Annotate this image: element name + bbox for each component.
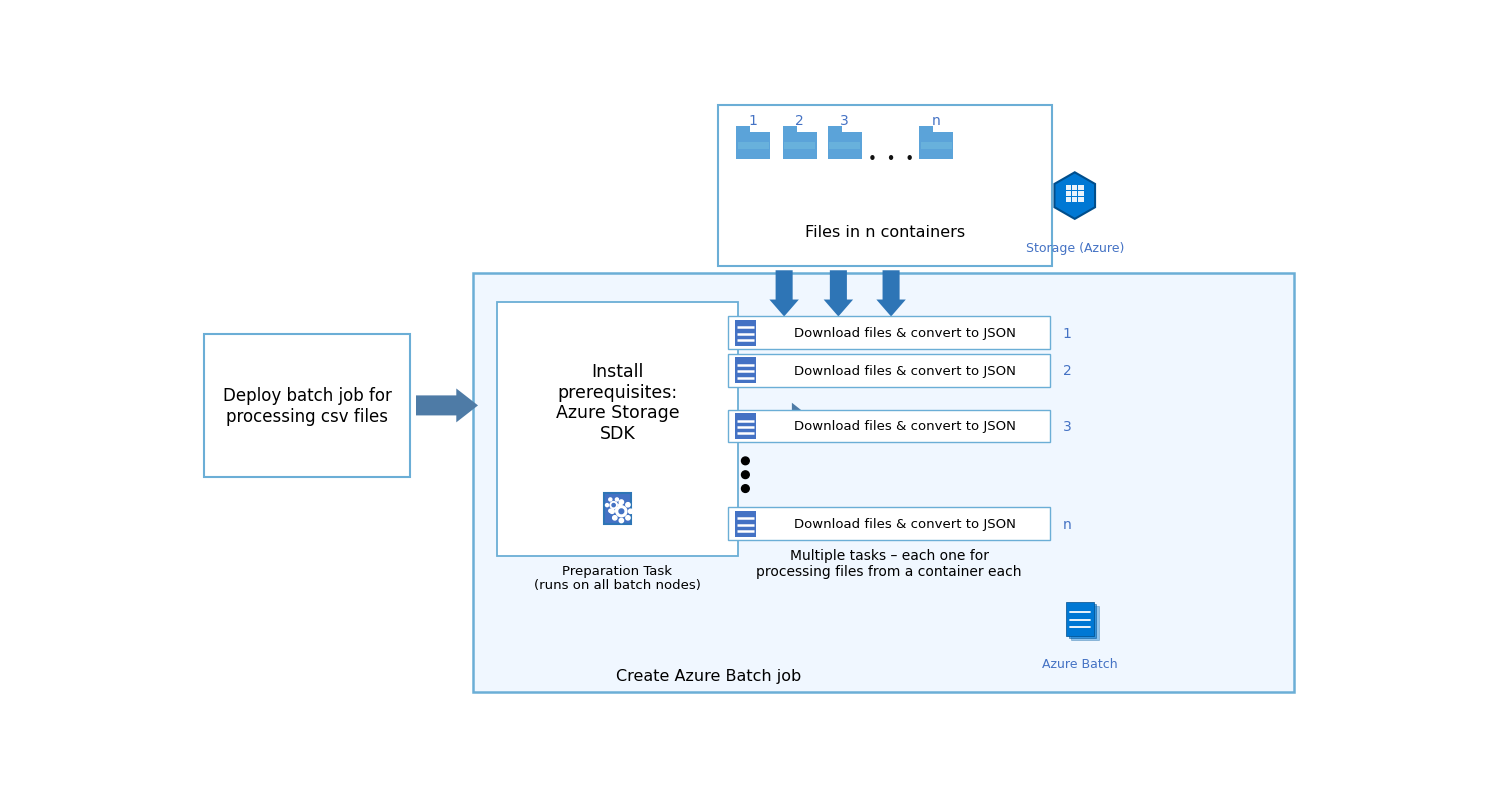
Polygon shape	[877, 271, 905, 317]
FancyBboxPatch shape	[1072, 191, 1078, 197]
FancyBboxPatch shape	[1066, 602, 1094, 636]
Text: Download files & convert to JSON: Download files & convert to JSON	[793, 365, 1016, 377]
FancyBboxPatch shape	[920, 143, 952, 150]
Polygon shape	[823, 271, 853, 317]
Circle shape	[610, 509, 615, 514]
FancyBboxPatch shape	[782, 127, 797, 133]
Circle shape	[609, 510, 612, 512]
Circle shape	[609, 499, 612, 501]
FancyBboxPatch shape	[718, 105, 1051, 267]
Circle shape	[612, 504, 615, 507]
FancyBboxPatch shape	[735, 511, 755, 537]
Circle shape	[625, 516, 630, 520]
FancyBboxPatch shape	[1066, 185, 1072, 191]
Text: Download files & convert to JSON: Download files & convert to JSON	[793, 327, 1016, 340]
Circle shape	[619, 519, 624, 523]
FancyBboxPatch shape	[782, 133, 817, 160]
FancyBboxPatch shape	[827, 133, 862, 160]
FancyBboxPatch shape	[729, 355, 1049, 387]
FancyBboxPatch shape	[729, 507, 1049, 540]
Polygon shape	[615, 506, 628, 518]
FancyBboxPatch shape	[784, 143, 815, 150]
FancyBboxPatch shape	[736, 133, 770, 160]
Circle shape	[619, 509, 624, 514]
Polygon shape	[744, 403, 815, 440]
Circle shape	[742, 458, 750, 465]
FancyBboxPatch shape	[1070, 606, 1099, 640]
FancyBboxPatch shape	[498, 303, 738, 556]
Text: Download files & convert to JSON: Download files & convert to JSON	[793, 420, 1016, 433]
Circle shape	[616, 510, 619, 512]
FancyBboxPatch shape	[827, 127, 842, 133]
Text: Multiple tasks – each one for
processing files from a container each: Multiple tasks – each one for processing…	[757, 548, 1022, 578]
Circle shape	[619, 504, 622, 507]
Text: 2: 2	[1063, 364, 1072, 378]
Text: 1: 1	[1063, 326, 1072, 340]
FancyBboxPatch shape	[729, 317, 1049, 349]
FancyBboxPatch shape	[1066, 198, 1072, 203]
Circle shape	[606, 504, 609, 507]
FancyBboxPatch shape	[829, 143, 860, 150]
Text: Download files & convert to JSON: Download files & convert to JSON	[793, 517, 1016, 531]
Circle shape	[613, 503, 618, 507]
FancyBboxPatch shape	[472, 273, 1294, 692]
Circle shape	[742, 471, 750, 479]
FancyBboxPatch shape	[919, 127, 934, 133]
Circle shape	[628, 509, 633, 514]
Text: 3: 3	[841, 114, 848, 128]
FancyBboxPatch shape	[735, 320, 755, 346]
Text: Storage (Azure): Storage (Azure)	[1025, 243, 1124, 255]
FancyBboxPatch shape	[1072, 198, 1078, 203]
Circle shape	[619, 500, 624, 504]
FancyBboxPatch shape	[736, 127, 751, 133]
Text: n: n	[1063, 517, 1072, 531]
FancyBboxPatch shape	[1069, 605, 1096, 638]
Circle shape	[616, 499, 619, 501]
FancyBboxPatch shape	[204, 335, 409, 477]
Polygon shape	[610, 501, 618, 510]
Text: Files in n containers: Files in n containers	[805, 225, 965, 240]
Polygon shape	[769, 271, 799, 317]
Polygon shape	[417, 389, 478, 423]
Text: •  •  •: • • •	[868, 152, 914, 167]
Circle shape	[625, 503, 630, 507]
Text: Install
prerequisites:
Azure Storage
SDK: Install prerequisites: Azure Storage SDK	[556, 362, 679, 442]
Text: Create Azure Batch job: Create Azure Batch job	[616, 668, 800, 683]
FancyBboxPatch shape	[729, 410, 1049, 442]
Circle shape	[613, 516, 618, 520]
Text: Preparation Task
(runs on all batch nodes): Preparation Task (runs on all batch node…	[534, 564, 702, 592]
FancyBboxPatch shape	[1078, 198, 1084, 203]
Text: Azure Batch: Azure Batch	[1042, 658, 1118, 671]
Text: 2: 2	[796, 114, 803, 128]
FancyBboxPatch shape	[1078, 185, 1084, 191]
Circle shape	[742, 485, 750, 493]
Text: n: n	[932, 114, 940, 128]
FancyBboxPatch shape	[604, 493, 631, 524]
Polygon shape	[1054, 173, 1096, 219]
FancyBboxPatch shape	[1078, 191, 1084, 197]
Text: Deploy batch job for
processing csv files: Deploy batch job for processing csv file…	[223, 386, 391, 426]
FancyBboxPatch shape	[735, 358, 755, 384]
Text: 1: 1	[748, 114, 757, 128]
FancyBboxPatch shape	[1066, 191, 1072, 197]
Text: 3: 3	[1063, 419, 1072, 434]
FancyBboxPatch shape	[919, 133, 953, 160]
FancyBboxPatch shape	[1072, 185, 1078, 191]
FancyBboxPatch shape	[738, 143, 769, 150]
FancyBboxPatch shape	[735, 414, 755, 439]
